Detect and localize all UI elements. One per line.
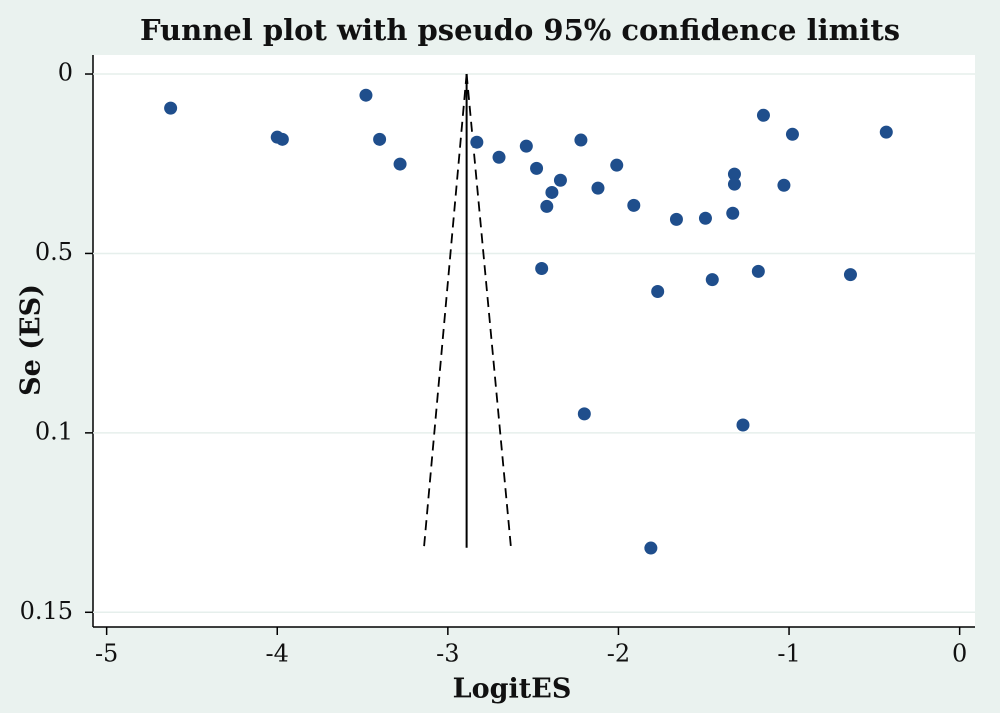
- x-tick-label: -5: [95, 640, 118, 668]
- point: [777, 178, 791, 192]
- plot-area: [93, 55, 975, 627]
- point: [393, 157, 407, 171]
- point: [577, 407, 591, 421]
- x-tick-label: -1: [777, 640, 800, 668]
- point: [591, 181, 605, 195]
- point: [736, 418, 750, 432]
- x-axis-label: LogitES: [453, 674, 572, 705]
- point: [843, 268, 857, 282]
- point: [164, 101, 178, 115]
- y-tick-label: 0.5: [35, 238, 73, 266]
- point: [540, 199, 554, 213]
- y-tick-label: 0.1: [35, 417, 73, 445]
- point: [726, 206, 740, 220]
- point: [535, 262, 549, 276]
- point: [698, 211, 712, 225]
- y-tick-label: 0.15: [20, 597, 73, 625]
- chart-title: Funnel plot with pseudo 95% confidence l…: [140, 13, 900, 47]
- x-tick-label: -2: [607, 640, 630, 668]
- point: [275, 132, 289, 146]
- point: [669, 212, 683, 226]
- x-tick-label: -4: [266, 640, 289, 668]
- y-axis-label: Se (ES): [16, 284, 47, 396]
- x-tick-label: 0: [952, 640, 967, 668]
- x-tick-label: -3: [436, 640, 459, 668]
- point: [574, 133, 588, 147]
- point: [756, 108, 770, 122]
- point: [785, 127, 799, 141]
- point: [519, 139, 533, 153]
- point: [545, 185, 559, 199]
- point: [530, 161, 544, 175]
- point: [610, 158, 624, 172]
- point: [651, 284, 665, 298]
- point: [373, 132, 387, 146]
- point: [553, 173, 567, 187]
- point: [751, 264, 765, 278]
- point: [705, 273, 719, 287]
- point: [359, 88, 373, 102]
- y-tick-label: 0: [58, 59, 73, 87]
- point: [644, 541, 658, 555]
- point: [627, 198, 641, 212]
- point: [492, 150, 506, 164]
- point: [727, 177, 741, 191]
- point: [879, 125, 893, 139]
- point: [727, 167, 741, 181]
- point: [470, 135, 484, 149]
